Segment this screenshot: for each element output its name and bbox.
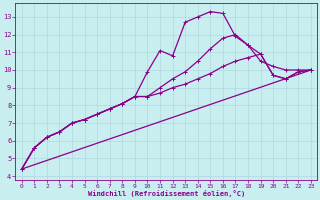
X-axis label: Windchill (Refroidissement éolien,°C): Windchill (Refroidissement éolien,°C): [88, 190, 245, 197]
